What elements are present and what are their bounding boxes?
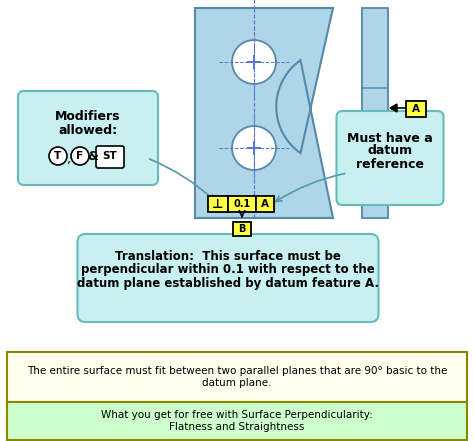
- Text: What you get for free with Surface Perpendicularity:
Flatness and Straightness: What you get for free with Surface Perpe…: [101, 410, 373, 432]
- FancyBboxPatch shape: [18, 91, 158, 185]
- Text: reference: reference: [356, 157, 424, 171]
- Text: datum plane established by datum feature A.: datum plane established by datum feature…: [77, 277, 379, 291]
- Text: datum: datum: [367, 145, 412, 157]
- Text: T: T: [55, 151, 62, 161]
- FancyBboxPatch shape: [78, 234, 379, 322]
- FancyBboxPatch shape: [7, 352, 467, 402]
- FancyBboxPatch shape: [256, 196, 274, 212]
- Text: ⊥: ⊥: [212, 198, 224, 210]
- FancyBboxPatch shape: [96, 146, 124, 168]
- Circle shape: [232, 40, 276, 84]
- FancyBboxPatch shape: [337, 111, 444, 205]
- Text: allowed:: allowed:: [58, 123, 118, 137]
- FancyBboxPatch shape: [228, 196, 256, 212]
- Text: The entire surface must fit between two parallel planes that are 90° basic to th: The entire surface must fit between two …: [27, 366, 447, 388]
- Text: A: A: [412, 104, 420, 114]
- FancyBboxPatch shape: [7, 402, 467, 440]
- FancyBboxPatch shape: [406, 101, 426, 117]
- Circle shape: [232, 126, 276, 170]
- Text: perpendicular within 0.1 with respect to the: perpendicular within 0.1 with respect to…: [81, 264, 375, 277]
- Text: &: &: [88, 149, 99, 162]
- Text: ,: ,: [67, 153, 71, 167]
- Text: Modifiers: Modifiers: [55, 109, 121, 123]
- Text: Must have a: Must have a: [347, 131, 433, 145]
- Text: Translation:  This surface must be: Translation: This surface must be: [115, 250, 341, 262]
- Polygon shape: [390, 104, 397, 112]
- Text: F: F: [76, 151, 83, 161]
- Polygon shape: [195, 8, 333, 218]
- Text: A: A: [261, 199, 269, 209]
- Circle shape: [71, 147, 89, 165]
- FancyBboxPatch shape: [233, 222, 251, 236]
- Text: 0.1: 0.1: [233, 199, 251, 209]
- Text: B: B: [238, 224, 246, 234]
- Circle shape: [49, 147, 67, 165]
- FancyBboxPatch shape: [208, 196, 228, 212]
- Text: ST: ST: [103, 151, 118, 161]
- FancyBboxPatch shape: [362, 8, 388, 218]
